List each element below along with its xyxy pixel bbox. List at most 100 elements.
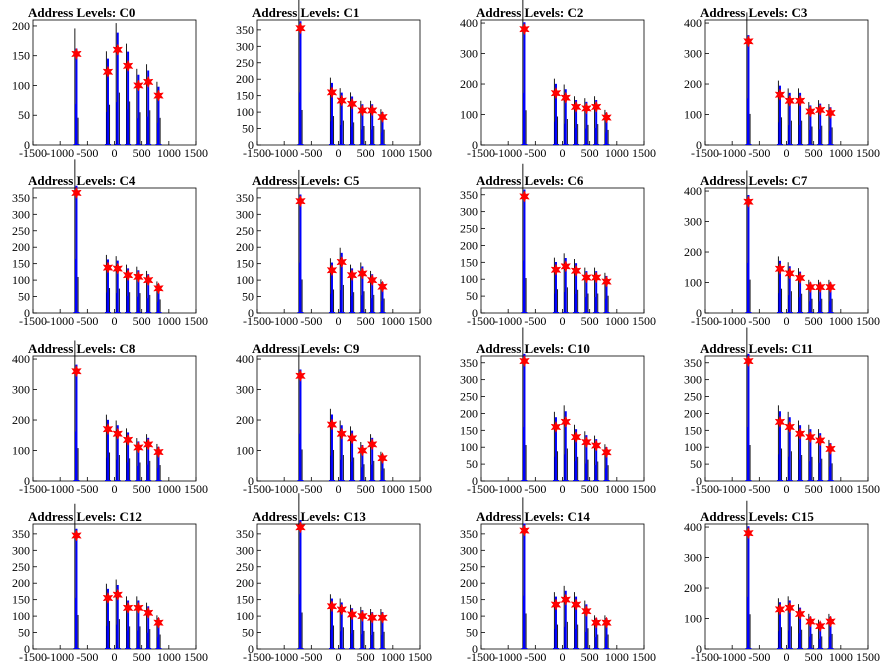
plot-frame [32,187,197,314]
plot-frame [704,355,869,482]
x-tick-label: -1500 [243,650,271,664]
y-tick-label: 400 [460,16,478,30]
peak-marker [570,430,582,444]
y-tick-label: 0 [248,306,254,320]
y-tick-label: 100 [12,609,30,623]
x-tick-label: 500 [805,314,823,328]
peak-marker [112,588,124,601]
peak-marker [570,598,582,611]
peak-marker [601,275,612,288]
x-tick-label: 1000 [381,314,405,328]
peak-marker [825,280,836,294]
y-tick-label: 100 [460,440,478,454]
peak-marker [550,263,562,276]
peak-marker [346,97,358,111]
y-tick-label: 0 [24,306,30,320]
chart-title: Address Levels: C7 [700,173,808,188]
plot-frame [480,355,645,482]
x-tick-label: 500 [581,650,599,664]
y-tick-label: 100 [684,108,702,122]
y-tick-label: 150 [12,257,30,271]
chart-panel: Address Levels: C8 0 100 200 300 400 -1500 -100… [12,340,208,496]
peak-marker [346,432,358,445]
y-tick-label: 100 [684,276,702,290]
x-tick-label: -1500 [467,314,495,328]
plot-frame [704,523,869,650]
peak-marker [805,280,816,294]
peak-marker [519,524,530,537]
peak-marker [805,615,816,628]
plot-frame [256,19,421,146]
chart-panel: Address Levels: C5 0 50 100 150 200 250 300 350 -… [236,169,432,328]
peak-marker [601,446,612,459]
x-tick-label: 500 [581,314,599,328]
y-tick-label: 400 [684,184,702,198]
peak-marker [601,111,612,124]
y-tick-label: 50 [18,626,30,640]
x-tick-label: -500 [76,146,98,160]
x-tick-label: -500 [524,650,546,664]
y-tick-label: 100 [460,609,478,623]
peak-marker [784,420,796,434]
x-tick-label: 1000 [157,314,181,328]
x-tick-label: 500 [805,650,823,664]
y-tick-label: 300 [12,207,30,221]
y-tick-label: 200 [460,576,478,590]
peak-marker [794,94,806,107]
x-tick-label: 1000 [829,482,853,496]
x-tick-label: -1000 [494,314,522,328]
plot-frame [256,523,421,650]
x-tick-label: 0 [784,146,790,160]
peak-marker [366,611,378,624]
chart-title: Address Levels: C4 [28,173,136,188]
plot-frame [32,523,197,650]
y-tick-label: 50 [242,290,254,304]
x-tick-label: -500 [524,146,546,160]
x-tick-label: 1000 [381,482,405,496]
x-tick-label: -1000 [718,482,746,496]
y-tick-label: 300 [236,39,254,53]
peak-marker [377,451,388,465]
x-tick-label: 1500 [184,314,208,328]
y-tick-label: 200 [684,581,702,595]
peak-marker [814,619,826,633]
peak-marker [590,100,602,114]
x-tick-label: -1000 [718,314,746,328]
peak-marker [295,194,306,208]
y-tick-label: 0 [472,306,478,320]
y-tick-label: 250 [460,390,478,404]
peak-marker [825,615,836,628]
peak-marker [377,280,388,293]
peak-marker [581,102,592,115]
x-tick-label: -500 [748,482,770,496]
x-tick-label: 1000 [605,146,629,160]
x-tick-label: 0 [336,314,342,328]
x-tick-label: 500 [805,146,823,160]
chart-panel: Address Levels: C15 0 100 200 300 400 -1500 -10… [684,500,880,664]
y-tick-label: 150 [684,423,702,437]
x-tick-label: 1500 [184,482,208,496]
chart-panel: Address Levels: C12 0 50 100 150 200 250 300 350… [12,503,208,664]
y-tick-label: 100 [12,78,30,92]
y-tick-label: 50 [18,290,30,304]
x-tick-label: 500 [357,650,375,664]
peak-marker [519,190,530,203]
x-tick-label: 1000 [829,314,853,328]
x-tick-label: 500 [805,482,823,496]
y-tick-label: 200 [684,245,702,259]
x-tick-label: 500 [133,650,151,664]
y-tick-label: 200 [684,77,702,91]
peak-marker [774,603,786,616]
x-tick-label: 1500 [856,146,880,160]
chart-title: Address Levels: C6 [476,173,584,188]
chart-title: Address Levels: C8 [28,341,136,356]
y-tick-label: 200 [460,77,478,91]
y-tick-label: 0 [248,138,254,152]
x-tick-label: 500 [357,482,375,496]
x-tick-label: 1500 [632,314,656,328]
chart-title: Address Levels: C15 [700,509,814,524]
peak-marker [366,438,378,451]
peak-marker [71,186,82,200]
peak-marker [357,444,368,457]
